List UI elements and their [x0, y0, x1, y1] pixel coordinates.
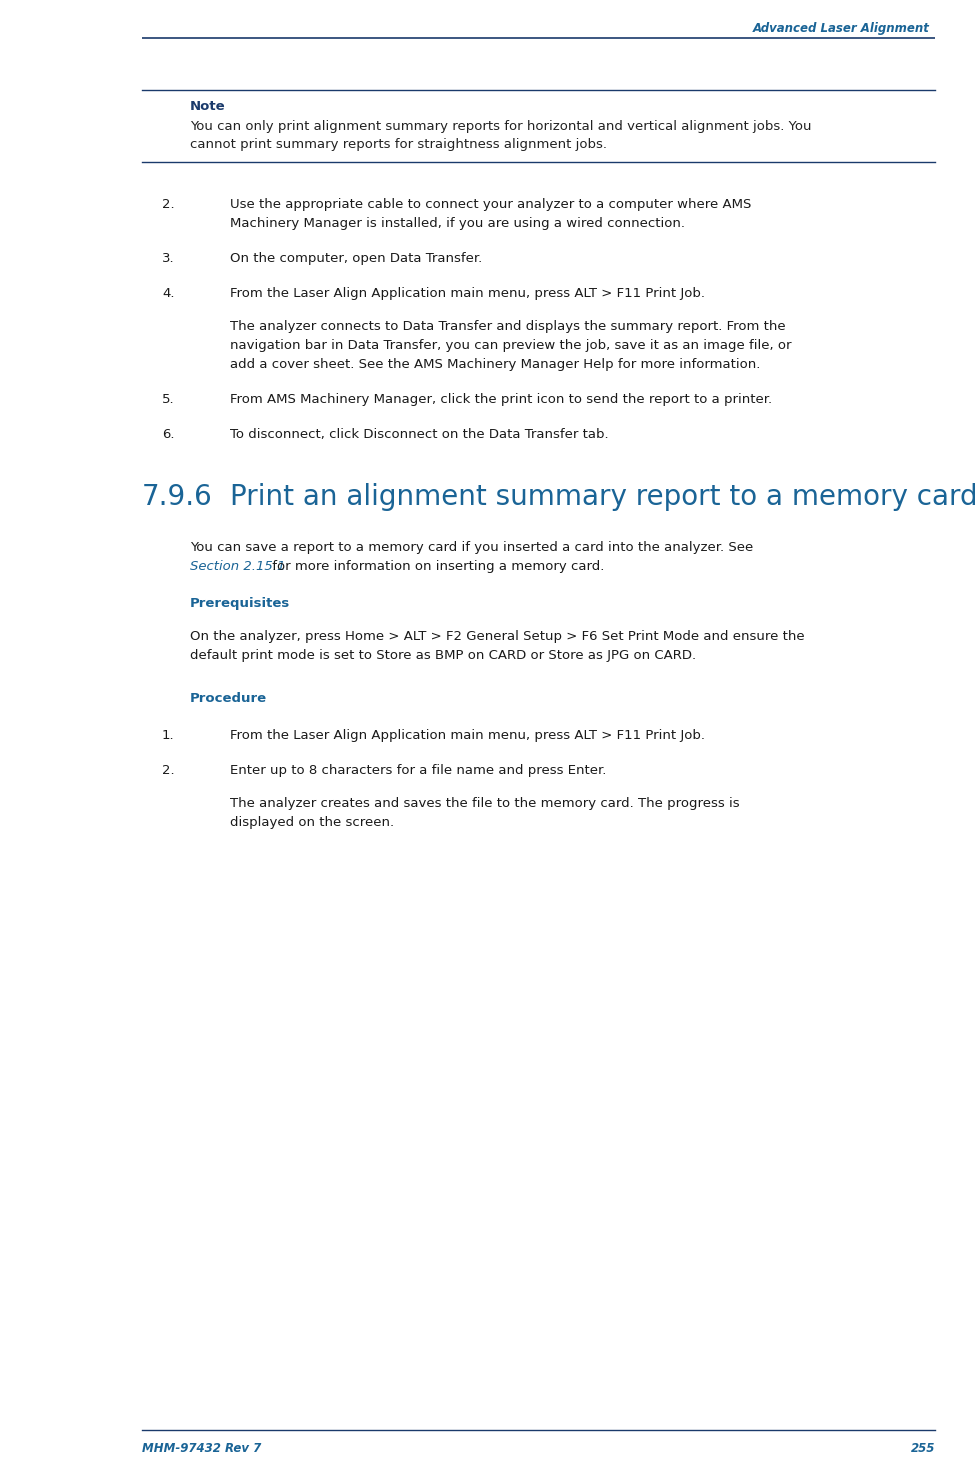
Text: Machinery Manager is installed, if you are using a wired connection.: Machinery Manager is installed, if you a… — [230, 217, 685, 230]
Text: 6.: 6. — [162, 428, 175, 442]
Text: MHM-97432 Rev 7: MHM-97432 Rev 7 — [142, 1442, 261, 1455]
Text: You can save a report to a memory card if you inserted a card into the analyzer.: You can save a report to a memory card i… — [190, 541, 754, 555]
Text: 4.: 4. — [162, 288, 175, 299]
Text: navigation bar in Data Transfer, you can preview the job, save it as an image fi: navigation bar in Data Transfer, you can… — [230, 339, 792, 352]
Text: Procedure: Procedure — [190, 692, 267, 706]
Text: The analyzer creates and saves the file to the memory card. The progress is: The analyzer creates and saves the file … — [230, 797, 740, 810]
Text: 2.: 2. — [162, 764, 175, 778]
Text: for more information on inserting a memory card.: for more information on inserting a memo… — [268, 560, 604, 574]
Text: On the analyzer, press Home > ALT > F2 General Setup > F6 Set Print Mode and ens: On the analyzer, press Home > ALT > F2 G… — [190, 629, 804, 643]
Text: default print mode is set to Store as BMP on CARD or Store as JPG on CARD.: default print mode is set to Store as BM… — [190, 648, 696, 662]
Text: 1.: 1. — [162, 729, 175, 742]
Text: The analyzer connects to Data Transfer and displays the summary report. From the: The analyzer connects to Data Transfer a… — [230, 320, 786, 333]
Text: Prerequisites: Prerequisites — [190, 597, 291, 610]
Text: From the Laser Align Application main menu, press ALT > F11 Print Job.: From the Laser Align Application main me… — [230, 288, 705, 299]
Text: From the Laser Align Application main menu, press ALT > F11 Print Job.: From the Laser Align Application main me… — [230, 729, 705, 742]
Text: add a cover sheet. See the AMS Machinery Manager Help for more information.: add a cover sheet. See the AMS Machinery… — [230, 358, 761, 371]
Text: To disconnect, click Disconnect on the Data Transfer tab.: To disconnect, click Disconnect on the D… — [230, 428, 608, 442]
Text: Section 2.15.1: Section 2.15.1 — [190, 560, 286, 574]
Text: displayed on the screen.: displayed on the screen. — [230, 816, 394, 829]
Text: You can only print alignment summary reports for horizontal and vertical alignme: You can only print alignment summary rep… — [190, 120, 811, 133]
Text: Note: Note — [190, 100, 225, 113]
Text: 5.: 5. — [162, 393, 175, 406]
Text: 3.: 3. — [162, 252, 175, 266]
Text: 255: 255 — [911, 1442, 935, 1455]
Text: On the computer, open Data Transfer.: On the computer, open Data Transfer. — [230, 252, 483, 266]
Text: Use the appropriate cable to connect your analyzer to a computer where AMS: Use the appropriate cable to connect you… — [230, 198, 752, 211]
Text: cannot print summary reports for straightness alignment jobs.: cannot print summary reports for straigh… — [190, 138, 607, 151]
Text: Print an alignment summary report to a memory card: Print an alignment summary report to a m… — [230, 483, 975, 511]
Text: 7.9.6: 7.9.6 — [142, 483, 213, 511]
Text: 2.: 2. — [162, 198, 175, 211]
Text: Advanced Laser Alignment: Advanced Laser Alignment — [753, 22, 930, 35]
Text: Enter up to 8 characters for a file name and press Enter.: Enter up to 8 characters for a file name… — [230, 764, 606, 778]
Text: From AMS Machinery Manager, click the print icon to send the report to a printer: From AMS Machinery Manager, click the pr… — [230, 393, 772, 406]
